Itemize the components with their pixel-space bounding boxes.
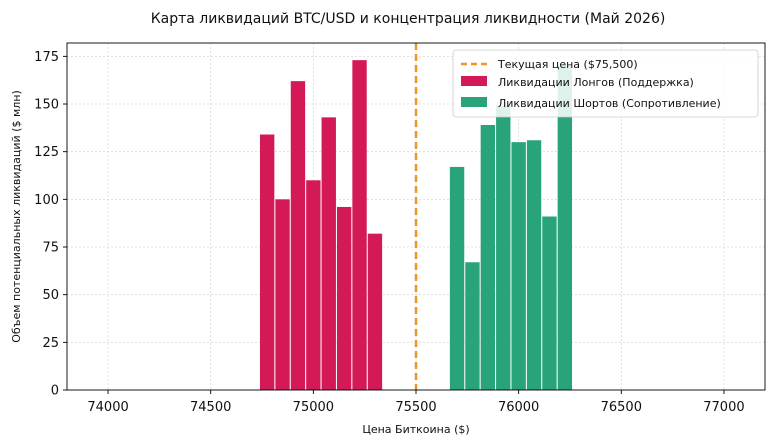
short-liquidation-bar xyxy=(449,166,465,390)
y-tick-label: 100 xyxy=(34,193,59,208)
long-liquidation-bar xyxy=(290,81,306,390)
x-tick-label: 74500 xyxy=(190,400,231,415)
y-tick-label: 125 xyxy=(34,145,59,160)
long-liquidation-bar xyxy=(367,233,383,390)
x-axis-label: Цена Биткоина ($) xyxy=(362,423,469,436)
bars xyxy=(259,60,573,391)
x-tick-label: 76500 xyxy=(601,400,642,415)
legend-longs-swatch xyxy=(461,76,487,86)
y-tick-label: 75 xyxy=(42,241,59,256)
short-liquidation-bar xyxy=(465,262,480,390)
x-tick-label: 74000 xyxy=(87,400,128,415)
ticks: 74000 74500 75000 75500 76000 76500 77000 0 25 50… xyxy=(34,50,744,415)
x-tick-label: 75500 xyxy=(395,400,436,415)
short-liquidation-bar xyxy=(557,65,573,390)
y-axis-label: Объем потенциальных ликвидаций ($ млн) xyxy=(10,90,23,343)
long-liquidation-bar xyxy=(275,199,290,390)
short-liquidation-bar xyxy=(480,124,496,390)
legend-longs-label: Ликвидации Лонгов (Поддержка) xyxy=(498,76,694,89)
y-tick-label: 0 xyxy=(51,384,59,399)
x-tick-label: 76000 xyxy=(498,400,539,415)
y-tick-label: 25 xyxy=(42,336,59,351)
short-liquidation-bar xyxy=(511,142,526,390)
x-tick-label: 75000 xyxy=(293,400,334,415)
long-liquidation-bar xyxy=(321,117,336,390)
long-liquidation-bar xyxy=(306,180,321,390)
legend-current-price-label: Текущая цена ($75,500) xyxy=(497,58,638,71)
x-tick-label: 77000 xyxy=(703,400,744,415)
legend-shorts-swatch xyxy=(461,97,487,107)
short-liquidation-bar xyxy=(526,140,542,390)
short-liquidation-bar xyxy=(496,105,511,391)
legend-box xyxy=(452,49,759,118)
y-tick-label: 175 xyxy=(34,50,59,65)
long-liquidation-bar xyxy=(259,134,275,390)
legend-shorts-label: Ликвидации Шортов (Сопротивление) xyxy=(498,97,721,110)
y-tick-label: 50 xyxy=(42,288,59,303)
long-liquidation-bar xyxy=(336,206,352,390)
short-liquidation-bar xyxy=(542,216,557,390)
long-liquidation-bar xyxy=(352,60,367,391)
y-tick-label: 150 xyxy=(34,98,59,113)
legend: Текущая цена ($75,500) Ликвидации Лонгов… xyxy=(452,49,759,118)
chart-title: Карта ликвидаций BTC/USD и концентрация … xyxy=(151,11,666,27)
